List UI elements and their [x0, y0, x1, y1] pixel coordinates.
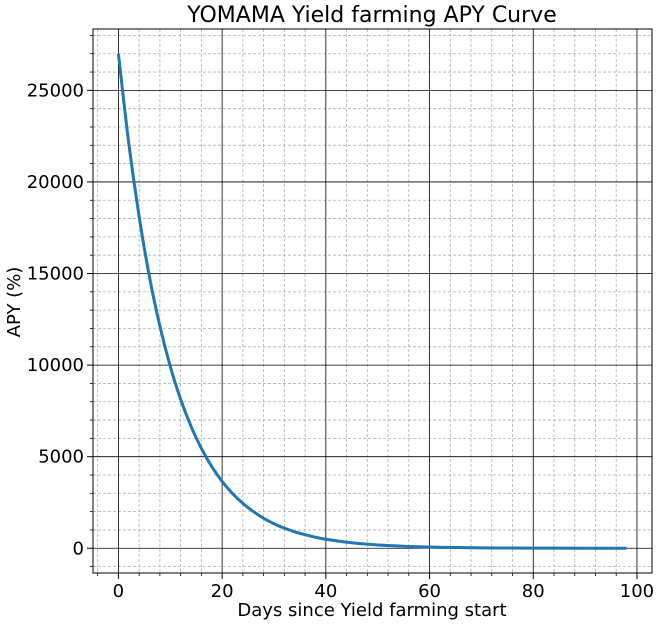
- x-tick-label: 80: [522, 581, 545, 602]
- major-grid: [93, 29, 652, 573]
- tick-marks: [87, 35, 638, 579]
- chart-title: YOMAMA Yield farming APY Curve: [186, 3, 556, 28]
- x-axis-label: Days since Yield farming start: [237, 600, 506, 621]
- x-tick-labels: 0 20 40 60 80 100: [113, 581, 654, 602]
- x-tick-label: 60: [418, 581, 441, 602]
- y-tick-label: 10000: [27, 355, 84, 376]
- apy-series-line: [116, 53, 627, 550]
- y-tick-label: 20000: [27, 172, 84, 193]
- y-tick-labels: 0 5000 10000 15000 20000 25000: [27, 80, 84, 559]
- minor-grid: [93, 29, 652, 573]
- y-tick-label: 0: [73, 538, 84, 559]
- x-tick-label: 40: [314, 581, 337, 602]
- y-tick-label: 25000: [27, 80, 84, 101]
- x-tick-label: 100: [620, 581, 654, 602]
- plot-frame: [92, 28, 653, 574]
- y-axis-label: APY (%): [4, 267, 25, 338]
- series-layer: [116, 53, 627, 550]
- y-tick-label: 5000: [38, 447, 84, 468]
- y-tick-label: 15000: [27, 264, 84, 285]
- x-tick-label: 0: [113, 581, 124, 602]
- x-tick-label: 20: [211, 581, 234, 602]
